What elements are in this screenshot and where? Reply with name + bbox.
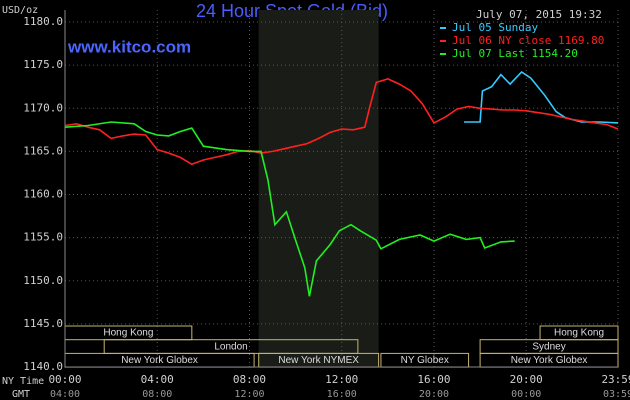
y-tick-label: 1145.0 xyxy=(23,317,63,330)
x-tick-label: 20:00 xyxy=(510,373,543,386)
y-tick-label: 1140.0 xyxy=(23,360,63,373)
y-axis-label: USD/oz xyxy=(2,5,38,16)
y-tick-label: 1150.0 xyxy=(23,274,63,287)
x-tick-label: 12:00 xyxy=(325,373,358,386)
session-label: New York Globex xyxy=(511,355,588,366)
y-tick-label: 1155.0 xyxy=(23,231,63,244)
session-label: Hong Kong xyxy=(103,328,153,339)
series-line xyxy=(64,78,619,166)
y-tick-label: 1160.0 xyxy=(23,188,63,201)
x2-tick-label: 08:00 xyxy=(142,389,172,400)
session-label: Sydney xyxy=(532,341,565,352)
y-tick-label: 1170.0 xyxy=(23,101,63,114)
timestamp: July 07, 2015 19:32 xyxy=(476,8,602,21)
session-label: New York Globex xyxy=(121,355,198,366)
legend-label: Jul 05 Sunday xyxy=(452,21,538,34)
x-tick-label: 23:59 xyxy=(601,373,630,386)
x2-tick-label: 20:00 xyxy=(419,389,449,400)
x2-axis-label: GMT xyxy=(12,389,30,400)
x-axis-label: NY Time xyxy=(2,376,44,387)
x2-tick-label: 12:00 xyxy=(234,389,264,400)
x2-tick-label: 04:00 xyxy=(50,389,80,400)
x-tick-label: 16:00 xyxy=(417,373,450,386)
legend-label: Jul 06 NY close 1169.80 xyxy=(452,34,604,47)
y-tick-label: 1175.0 xyxy=(23,58,63,71)
x-tick-label: 00:00 xyxy=(48,373,81,386)
x2-tick-label: 16:00 xyxy=(327,389,357,400)
x-tick-label: 08:00 xyxy=(233,373,266,386)
series-line xyxy=(464,70,619,124)
source: www.kitco.com xyxy=(67,37,191,56)
y-tick-label: 1180.0 xyxy=(23,15,63,28)
highlight-band xyxy=(258,10,379,367)
series-line xyxy=(64,121,515,297)
session-label: NY Globex xyxy=(401,355,449,366)
legend-label: Jul 07 Last 1154.20 xyxy=(452,47,578,60)
x2-tick-label: 03:59 xyxy=(603,389,630,400)
session-label: New York NYMEX xyxy=(278,355,359,366)
x2-tick-label: 00:00 xyxy=(511,389,541,400)
session-label: London xyxy=(214,341,247,352)
x-tick-label: 04:00 xyxy=(141,373,174,386)
y-tick-label: 1165.0 xyxy=(23,144,63,157)
session-label: Hong Kong xyxy=(554,328,604,339)
